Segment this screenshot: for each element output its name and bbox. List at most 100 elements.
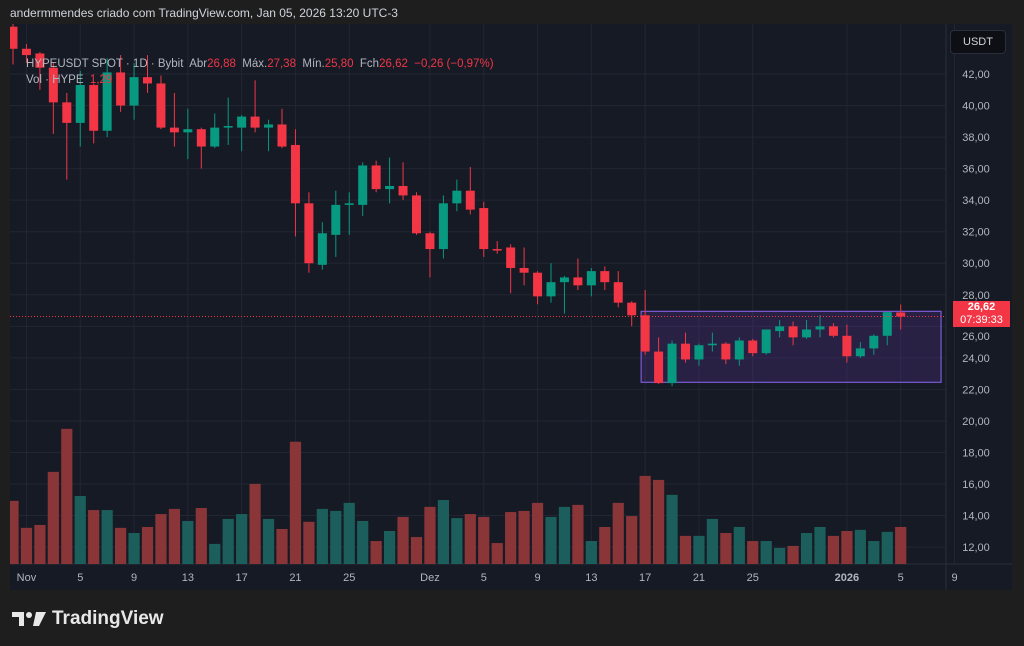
tradingview-logo: TradingView — [12, 608, 164, 630]
low-label: Mín. — [302, 58, 325, 70]
x-tick-label: Dez — [420, 572, 440, 584]
candle-body — [183, 129, 193, 133]
candle-body — [586, 271, 596, 286]
volume-bar — [222, 518, 234, 564]
close-value: 26,62 — [379, 58, 408, 70]
logo-text: TradingView — [52, 608, 164, 629]
candle-body — [640, 315, 650, 352]
volume-bar — [733, 526, 745, 564]
candlestick-chart[interactable]: 12,00 14,00 16,00 18,00 20,00 22,00 24,00 26,00… — [10, 24, 1012, 590]
x-tick-label: 21 — [693, 572, 705, 584]
candle-body — [10, 26, 18, 49]
candle-body — [492, 249, 502, 251]
volume-bar — [599, 526, 611, 564]
candle-body — [748, 340, 758, 354]
volume-bar — [545, 516, 557, 564]
last-price-value: 26,62 — [967, 301, 996, 313]
change-value: −0,26 (−0,97%) — [414, 58, 494, 70]
x-tick-label: 2026 — [835, 572, 859, 584]
candle-body — [721, 343, 731, 360]
volume-bar — [854, 529, 866, 564]
volume-bar — [747, 541, 759, 564]
volume-bar — [115, 527, 127, 564]
candle-body — [828, 326, 838, 336]
volume-bar — [518, 510, 530, 564]
volume-bar — [666, 494, 678, 564]
volume-bar — [505, 512, 517, 564]
ohlc-legend: HYPEUSDT SPOT · 1D · Bybit Abr26,88 Máx.… — [26, 58, 494, 70]
volume-bar — [249, 483, 261, 564]
y-tick-label: 22,00 — [962, 384, 990, 396]
y-tick-label: 38,00 — [962, 132, 990, 144]
candle-body — [412, 195, 421, 234]
candle-body — [707, 343, 717, 346]
candle-body — [613, 282, 623, 303]
y-tick-label: 42,00 — [962, 69, 990, 81]
volume-bar — [168, 508, 180, 564]
volume-bar — [316, 508, 328, 564]
close-label: Fch — [359, 58, 380, 70]
chart-panel[interactable]: 12,00 14,00 16,00 18,00 20,00 22,00 24,00 26,00… — [10, 24, 1012, 590]
volume-bar — [814, 526, 826, 564]
bar-countdown: 07:39:33 — [960, 314, 1003, 326]
volume-bar — [827, 535, 840, 564]
y-tick-label: 40,00 — [962, 101, 990, 113]
volume-label[interactable]: Vol · HYPE — [26, 74, 84, 86]
currency-button[interactable]: USDT — [950, 30, 1006, 54]
y-tick-label: 18,00 — [962, 447, 990, 459]
candle-body — [35, 53, 45, 68]
candle-body — [627, 302, 637, 316]
candle-body — [842, 335, 852, 357]
volume-bar — [881, 531, 893, 564]
y-tick-label: 30,00 — [962, 258, 990, 270]
x-tick-label: 5 — [77, 572, 83, 584]
volume-bar — [10, 500, 19, 564]
candle-body — [855, 348, 865, 357]
volume-bar — [330, 510, 342, 564]
volume-bar — [706, 518, 718, 564]
y-tick-label: 26,00 — [962, 331, 990, 343]
y-tick-label: 20,00 — [962, 416, 990, 428]
volume-bar — [464, 514, 476, 564]
volume-bar — [693, 535, 705, 564]
candle-body — [331, 204, 341, 235]
tradingview-logo-icon — [12, 612, 46, 626]
volume-bar — [787, 545, 799, 564]
high-value: 27,38 — [267, 58, 296, 70]
candle-body — [156, 83, 166, 128]
candle-body — [290, 144, 300, 204]
candle-body — [815, 326, 825, 330]
candle-body — [116, 72, 126, 106]
y-tick-label: 14,00 — [962, 511, 990, 523]
candle-body — [667, 343, 677, 384]
candle-body — [398, 185, 408, 196]
volume-bar — [155, 514, 167, 564]
open-label: Abr — [189, 58, 208, 70]
candle-body — [869, 335, 879, 349]
volume-bar — [262, 518, 275, 564]
y-tick-label: 24,00 — [962, 353, 990, 365]
symbol-label[interactable]: HYPEUSDT SPOT · 1D · Bybit — [26, 58, 184, 70]
candle-body — [21, 48, 31, 56]
candle-body — [196, 129, 206, 147]
candle-body — [533, 272, 543, 297]
volume-bar — [895, 526, 907, 564]
volume-bar — [128, 533, 140, 564]
candle-body — [788, 326, 798, 338]
y-tick-label: 34,00 — [962, 195, 990, 207]
candle-body — [654, 351, 664, 384]
candle-body — [385, 185, 395, 190]
volume-bar — [289, 441, 302, 564]
y-tick-label: 28,00 — [962, 290, 990, 302]
x-tick-label: 5 — [898, 572, 904, 584]
volume-bar — [397, 516, 409, 564]
candle-body — [250, 116, 260, 128]
candle-body — [479, 208, 489, 250]
candle-body — [169, 127, 179, 133]
candle-body — [425, 233, 435, 250]
candle-body — [734, 340, 744, 360]
y-tick-label: 36,00 — [962, 164, 990, 176]
volume-bar — [384, 530, 396, 564]
candle-body — [223, 126, 233, 128]
candle-body — [75, 85, 85, 123]
